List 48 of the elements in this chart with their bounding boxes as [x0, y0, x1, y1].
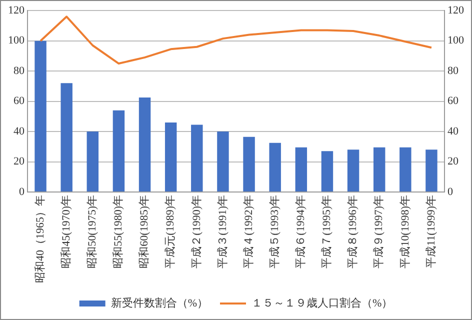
x-tick-label: 平成５(1993)年: [268, 195, 281, 268]
bar: [86, 132, 99, 192]
y-tick-label: 40: [14, 125, 25, 138]
x-tick-label: 平成４(1992)年: [242, 195, 255, 268]
bar: [321, 151, 334, 192]
x-tick-label: 平成元(1989)年: [164, 195, 177, 268]
x-tick-label: 平成６(1994)年: [294, 195, 308, 268]
x-tick-label: 昭和55(1980)年: [112, 195, 125, 268]
x-tick-label: 昭和50(1975)年: [86, 195, 99, 268]
x-tick-label: 平成３(1991)年: [216, 195, 229, 268]
y2-tick-label: 100: [448, 34, 464, 47]
y-tick-label: 100: [8, 34, 25, 47]
x-tick-label: 平成７(1995)年: [320, 195, 334, 268]
x-tick-label: 平成11(1999)年: [424, 195, 438, 268]
x-tick-label: 平成10(1998)年: [398, 195, 412, 268]
bar: [34, 40, 46, 192]
y2-tick-label: 20: [448, 156, 459, 168]
x-tick-label: 昭和40（1965）年: [33, 195, 46, 283]
x-tick-label: 平成８(1996)年: [346, 195, 360, 268]
bar: [295, 147, 308, 192]
bar: [191, 124, 203, 192]
bar: [164, 122, 177, 192]
y2-tick-label: 40: [448, 125, 459, 138]
y-tick-label: 0: [19, 186, 25, 198]
bar: [426, 150, 438, 192]
y-tick-label: 20: [14, 156, 25, 168]
x-tick-label: 平成２(1990)年: [190, 195, 203, 268]
bar: [217, 132, 229, 192]
bar: [373, 147, 386, 192]
legend-label: １５～１９歳人口割合（%）: [252, 296, 393, 310]
y2-tick-label: 0: [448, 186, 454, 198]
y2-tick-label: 120: [448, 4, 464, 16]
bar: [60, 83, 72, 192]
bar: [138, 98, 151, 192]
y2-tick-label: 60: [448, 95, 459, 108]
x-tick-label: 昭和60(1985)年: [138, 195, 151, 268]
y-tick-label: 60: [14, 95, 25, 108]
y-tick-label: 120: [8, 4, 25, 16]
x-tick-label: 平成９(1997)年: [372, 195, 386, 268]
y-tick-label: 80: [14, 64, 25, 77]
bar: [269, 142, 281, 192]
bar: [243, 136, 255, 192]
x-tick-label: 昭和45(1970)年: [59, 195, 72, 268]
bar: [400, 147, 412, 192]
bar: [112, 110, 125, 192]
bar: [347, 150, 360, 192]
y2-tick-label: 80: [448, 64, 459, 77]
legend-label: 新受件数割合（%）: [110, 296, 208, 310]
